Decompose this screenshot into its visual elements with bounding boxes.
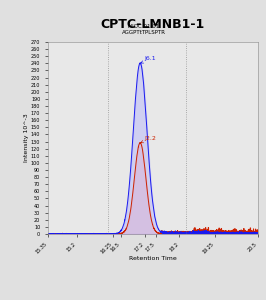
Y-axis label: Intensity 10^-3: Intensity 10^-3 (24, 114, 30, 162)
Text: J2.2: J2.2 (141, 136, 156, 143)
Title: CPTC-LMNB1-1: CPTC-LMNB1-1 (101, 18, 205, 31)
Text: AGGPTtTPLSPTR: AGGPTtTPLSPTR (122, 30, 166, 34)
X-axis label: Retention Time: Retention Time (129, 256, 177, 262)
Text: HIOC 01 01: HIOC 01 01 (128, 25, 159, 29)
Text: J6.1: J6.1 (141, 56, 156, 63)
